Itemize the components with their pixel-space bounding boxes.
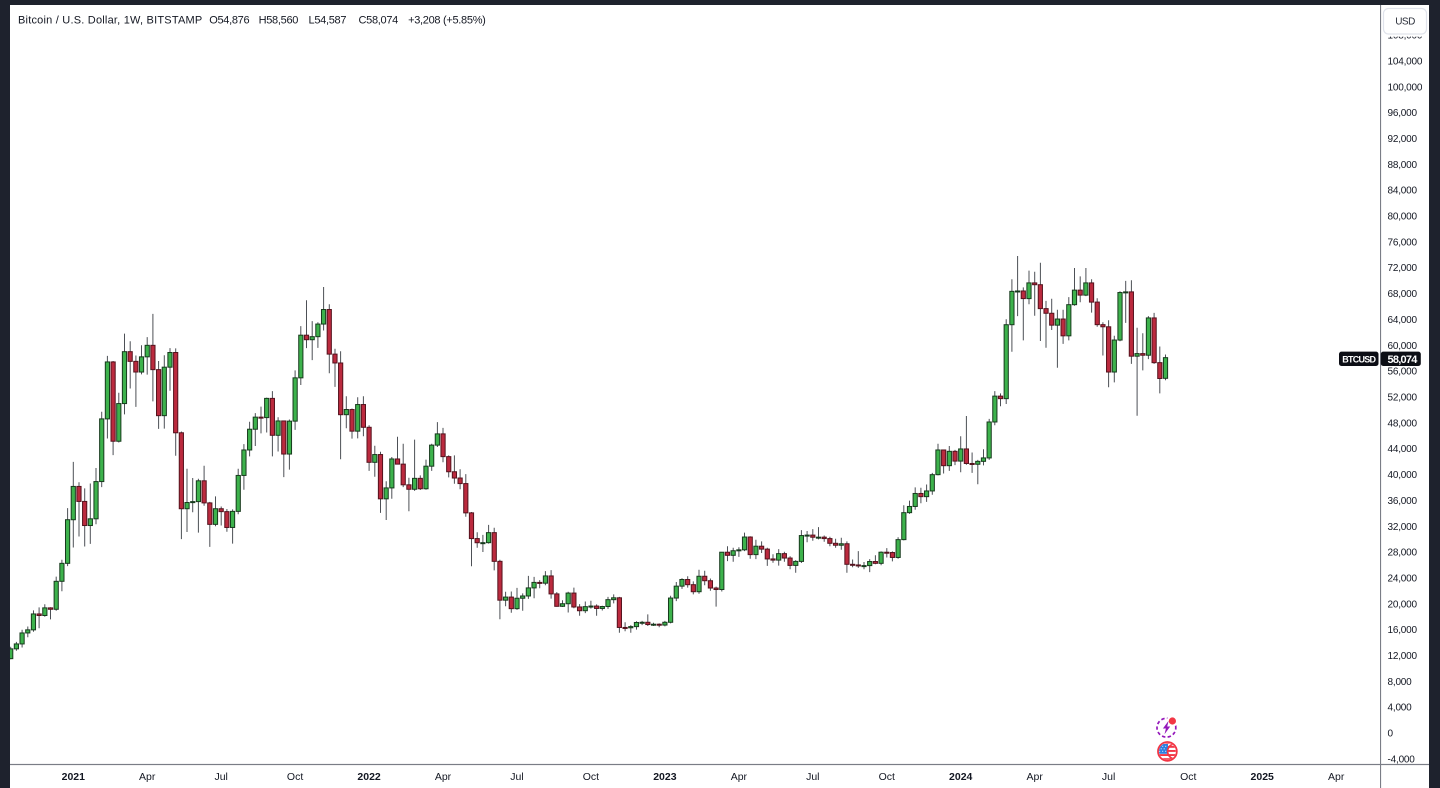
svg-text:O54,876: O54,876 (209, 15, 249, 27)
svg-text:Apr: Apr (1027, 771, 1044, 783)
svg-text:52,000: 52,000 (1388, 393, 1418, 404)
svg-text:76,000: 76,000 (1388, 237, 1418, 248)
svg-text:68,000: 68,000 (1388, 289, 1418, 300)
svg-text:2023: 2023 (653, 771, 677, 783)
svg-text:Jul: Jul (510, 771, 523, 783)
svg-text:92,000: 92,000 (1388, 134, 1418, 145)
svg-text:60,000: 60,000 (1388, 341, 1418, 352)
svg-text:Apr: Apr (1328, 771, 1345, 783)
svg-text:24,000: 24,000 (1388, 574, 1418, 585)
svg-text:Oct: Oct (879, 771, 895, 783)
svg-text:Bitcoin / U.S. Dollar, 1W, BIT: Bitcoin / U.S. Dollar, 1W, BITSTAMP (18, 15, 202, 27)
svg-text:2022: 2022 (357, 771, 381, 783)
svg-text:16,000: 16,000 (1388, 625, 1418, 636)
svg-text:Apr: Apr (731, 771, 748, 783)
svg-text:84,000: 84,000 (1388, 186, 1418, 197)
svg-text:Jul: Jul (214, 771, 227, 783)
svg-text:+3,208 (+5.85%): +3,208 (+5.85%) (408, 15, 485, 27)
svg-text:40,000: 40,000 (1388, 470, 1418, 481)
svg-text:2024: 2024 (949, 771, 973, 783)
svg-text:C58,074: C58,074 (359, 15, 399, 27)
svg-text:Oct: Oct (583, 771, 599, 783)
svg-text:2021: 2021 (62, 771, 86, 783)
svg-text:8,000: 8,000 (1388, 677, 1413, 688)
svg-text:20,000: 20,000 (1388, 599, 1418, 610)
svg-text:USD: USD (1395, 17, 1415, 28)
svg-text:BTCUSD: BTCUSD (1342, 354, 1376, 364)
svg-text:32,000: 32,000 (1388, 522, 1418, 533)
svg-text:2025: 2025 (1251, 771, 1275, 783)
svg-text:36,000: 36,000 (1388, 496, 1418, 507)
svg-text:88,000: 88,000 (1388, 160, 1418, 171)
svg-text:Jul: Jul (1102, 771, 1115, 783)
svg-text:4,000: 4,000 (1388, 703, 1413, 714)
svg-text:58,074: 58,074 (1388, 354, 1419, 366)
svg-text:48,000: 48,000 (1388, 418, 1418, 429)
svg-text:12,000: 12,000 (1388, 651, 1418, 662)
svg-text:H58,560: H58,560 (259, 15, 299, 27)
svg-text:80,000: 80,000 (1388, 212, 1418, 223)
svg-text:56,000: 56,000 (1388, 367, 1418, 378)
svg-text:44,000: 44,000 (1388, 444, 1418, 455)
svg-text:-4,000: -4,000 (1388, 755, 1416, 766)
svg-text:0: 0 (1388, 729, 1394, 740)
svg-text:Apr: Apr (435, 771, 452, 783)
svg-text:L54,587: L54,587 (309, 15, 347, 27)
svg-text:108,000: 108,000 (1388, 31, 1423, 42)
svg-text:Oct: Oct (287, 771, 303, 783)
svg-text:64,000: 64,000 (1388, 315, 1418, 326)
svg-text:72,000: 72,000 (1388, 263, 1418, 274)
svg-text:104,000: 104,000 (1388, 56, 1423, 67)
svg-text:96,000: 96,000 (1388, 108, 1418, 119)
svg-text:Apr: Apr (139, 771, 156, 783)
svg-text:Jul: Jul (806, 771, 819, 783)
svg-text:100,000: 100,000 (1388, 82, 1423, 93)
svg-text:Oct: Oct (1180, 771, 1196, 783)
svg-text:28,000: 28,000 (1388, 548, 1418, 559)
